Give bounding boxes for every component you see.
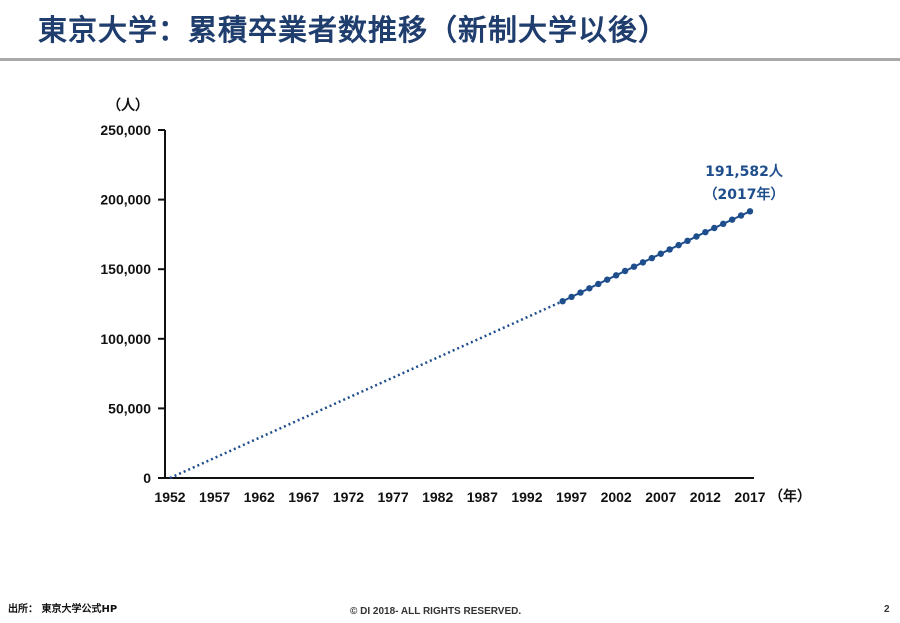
x-tick-label: 2017: [734, 489, 765, 505]
x-axis-ticks: 1952 1957 1962 1967 1972 1977 1982 1987 1992 1997…: [154, 489, 765, 505]
dotted-trend-line: [169, 300, 564, 480]
y-axis-ticks: 0 50,000 100,000 150,000 200,000 250,000: [100, 122, 165, 486]
data-point: [711, 224, 718, 232]
title-divider: [0, 58, 900, 61]
cumulative-series-line: [562, 210, 751, 303]
x-axis-unit-label: （年）: [769, 488, 811, 505]
data-point: [666, 246, 673, 253]
y-tick-label: 250,000: [100, 122, 151, 138]
data-point: [568, 293, 575, 301]
x-tick-label: 2002: [601, 489, 632, 505]
x-tick-label: 1997: [556, 489, 587, 505]
data-point: [728, 216, 736, 223]
source-note: 出所： 東京大学公式HP: [8, 604, 118, 615]
x-tick-label: 1967: [288, 489, 319, 505]
data-point: [639, 259, 647, 266]
cumulative-graduates-chart: 0 50,000 100,000 150,000 200,000 250,000 1952…: [100, 97, 811, 505]
x-tick-label: 1972: [333, 489, 364, 505]
series-layer: [169, 208, 754, 480]
data-point: [621, 267, 629, 275]
data-point: [737, 212, 745, 219]
data-point: [746, 208, 754, 215]
x-tick-label: 1977: [377, 489, 408, 505]
data-point: [693, 233, 700, 240]
data-point: [648, 254, 656, 262]
slide-title: 東京大学：累積卒業者数推移（新制大学以後）: [38, 13, 669, 47]
y-tick-label: 50,000: [108, 400, 151, 416]
y-tick-label: 100,000: [100, 331, 151, 347]
data-point: [612, 272, 620, 279]
data-point: [586, 285, 593, 292]
x-tick-label: 1962: [244, 489, 275, 505]
end-year-annotation: （2017年）: [704, 186, 785, 203]
x-tick-label: 1992: [511, 489, 542, 505]
data-point: [604, 276, 611, 283]
copyright-notice: © DI 2018- ALL RIGHTS RESERVED.: [350, 606, 522, 617]
y-tick-label: 0: [143, 470, 151, 486]
y-axis-unit-label: （人）: [107, 97, 149, 114]
y-tick-label: 150,000: [100, 261, 151, 277]
data-point: [630, 263, 638, 270]
data-point: [657, 250, 664, 257]
end-value-annotation: 191,582人: [705, 163, 784, 180]
data-point: [559, 298, 566, 305]
y-tick-label: 200,000: [100, 192, 151, 208]
data-point: [720, 220, 727, 228]
x-tick-label: 2012: [690, 489, 721, 505]
data-point: [595, 280, 602, 288]
data-point: [702, 228, 709, 236]
x-tick-label: 1957: [199, 489, 230, 505]
x-tick-label: 1987: [467, 489, 498, 505]
data-point: [577, 289, 584, 296]
data-point: [675, 241, 682, 249]
x-tick-label: 2007: [645, 489, 676, 505]
x-tick-label: 1952: [154, 489, 185, 505]
x-tick-label: 1982: [422, 489, 453, 505]
page-number: 2: [884, 604, 890, 615]
data-point: [684, 237, 691, 245]
